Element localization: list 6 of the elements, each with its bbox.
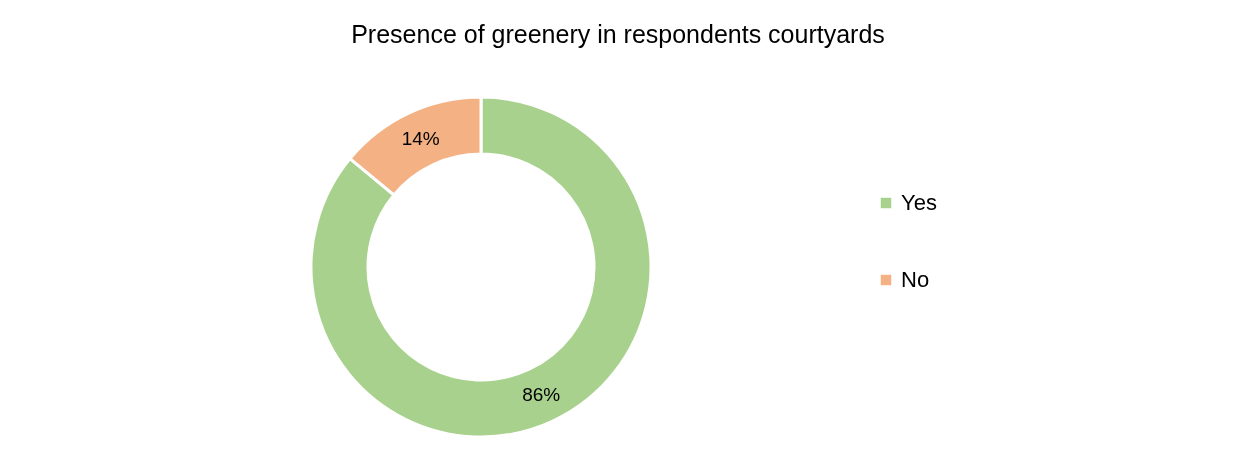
donut-slice: [309, 95, 653, 439]
data-label: 86%: [522, 384, 561, 406]
legend-label: Yes: [901, 190, 937, 215]
chart-title: Presence of greenery in respondents courtyards: [351, 20, 885, 48]
legend-label: No: [901, 267, 930, 292]
data-label: 14%: [401, 127, 440, 149]
